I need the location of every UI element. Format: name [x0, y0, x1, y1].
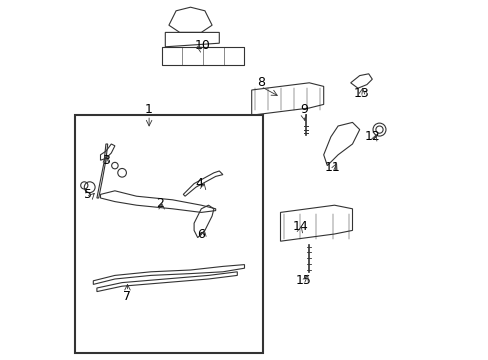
Bar [75, 115, 262, 353]
Text: 4: 4 [195, 177, 203, 190]
Text: 7: 7 [123, 291, 131, 303]
Text: 13: 13 [353, 87, 368, 100]
Text: 1: 1 [145, 103, 153, 116]
Text: 10: 10 [195, 39, 211, 51]
Text: 14: 14 [292, 220, 307, 233]
Text: 6: 6 [197, 228, 205, 240]
Text: 11: 11 [324, 161, 340, 174]
Text: 15: 15 [295, 274, 311, 287]
Text: 2: 2 [156, 197, 163, 210]
Text: 3: 3 [102, 154, 110, 167]
Text: 9: 9 [299, 103, 307, 116]
Text: 5: 5 [84, 188, 92, 201]
Text: 12: 12 [364, 130, 379, 143]
Text: 8: 8 [256, 76, 264, 89]
